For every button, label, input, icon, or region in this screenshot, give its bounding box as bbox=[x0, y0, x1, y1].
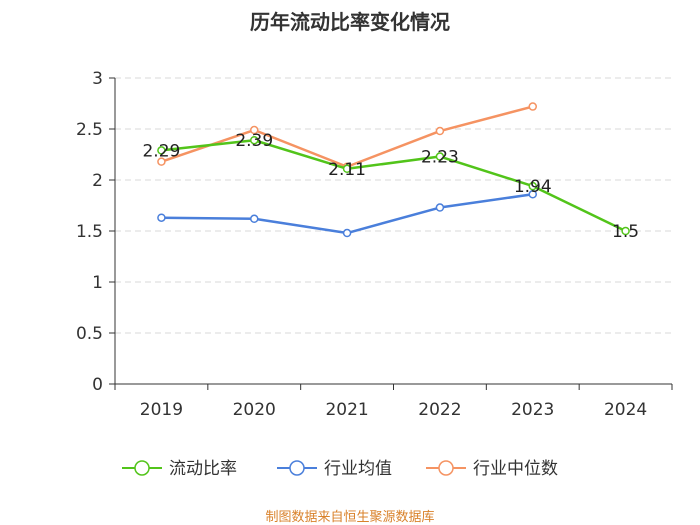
y-tick-label: 2.5 bbox=[76, 120, 103, 140]
data-label: 1.5 bbox=[612, 222, 639, 242]
data-labels: 2.29 2.39 2.11 2.23 1.94 1.5 bbox=[142, 131, 639, 242]
source-note: 制图数据来自恒生聚源数据库 bbox=[265, 509, 434, 525]
y-tick-label: 0.5 bbox=[76, 324, 103, 344]
data-point bbox=[342, 164, 352, 174]
legend-marker-icon bbox=[134, 460, 150, 476]
grid-lines bbox=[115, 77, 672, 334]
data-point bbox=[157, 157, 166, 166]
data-point bbox=[528, 102, 537, 111]
x-tick-label: 2023 bbox=[511, 400, 554, 420]
y-tick-label: 3 bbox=[92, 69, 103, 89]
data-point bbox=[528, 181, 537, 191]
data-point bbox=[250, 214, 259, 224]
x-tick-label: 2021 bbox=[325, 400, 368, 420]
x-tick-label: 2024 bbox=[604, 400, 647, 420]
x-tick-label: 2020 bbox=[233, 400, 276, 420]
y-tick-label: 1 bbox=[92, 273, 103, 293]
legend-marker-icon bbox=[289, 460, 305, 476]
y-tick-label: 2 bbox=[92, 171, 103, 191]
series-line bbox=[161, 138, 627, 233]
data-label: 2.39 bbox=[235, 131, 273, 151]
data-point bbox=[157, 146, 166, 155]
data-point bbox=[250, 135, 259, 145]
y-tick-label: 0 bbox=[92, 375, 103, 395]
data-point bbox=[250, 125, 259, 135]
data-point bbox=[157, 213, 166, 222]
chart-title: 历年流动比率变化情况 bbox=[250, 10, 450, 34]
legend-marker-icon bbox=[438, 460, 454, 476]
legend-label: 流动比率 bbox=[169, 459, 237, 479]
data-point bbox=[528, 190, 537, 199]
data-label: 2.29 bbox=[142, 141, 180, 161]
series-line bbox=[161, 193, 533, 235]
data-point bbox=[621, 226, 630, 236]
legend-label: 行业中位数 bbox=[473, 459, 558, 479]
data-point bbox=[435, 152, 445, 161]
y-tick-label: 1.5 bbox=[76, 222, 103, 242]
series-line bbox=[161, 105, 534, 168]
data-label: 2.23 bbox=[421, 148, 459, 168]
data-label: 1.94 bbox=[514, 177, 552, 197]
legend: 流动比率 行业均值 行业中位数 bbox=[122, 459, 558, 479]
x-tick-label: 2022 bbox=[418, 400, 461, 420]
series-layer bbox=[157, 102, 630, 238]
data-point bbox=[342, 228, 352, 238]
data-label: 2.11 bbox=[328, 160, 366, 180]
x-tick-label: 2019 bbox=[140, 400, 183, 420]
data-point bbox=[435, 203, 445, 212]
legend-label: 行业均值 bbox=[324, 459, 392, 479]
data-point bbox=[435, 126, 445, 136]
axes: 0 0.5 1 1.5 2 2.5 3 2019 2020 2021 2022 2023 2024 bbox=[76, 69, 673, 420]
